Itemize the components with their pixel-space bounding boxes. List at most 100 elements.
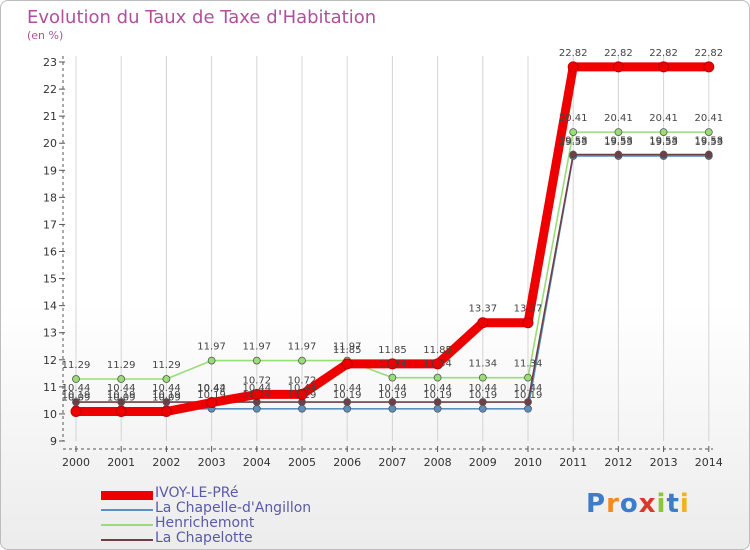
data-point [206,397,218,409]
data-label: 20.41 [694,113,723,124]
data-label: 11.97 [288,342,317,353]
data-point [612,61,624,73]
data-point [388,373,397,382]
data-point [569,128,578,137]
legend-swatch [101,509,153,511]
data-point [614,128,623,137]
data-point [298,404,306,413]
data-point [296,388,308,400]
data-point [659,150,668,159]
data-point [117,375,126,383]
data-label: 13.37 [514,304,543,315]
data-point [433,404,442,413]
data-label: 10.44 [197,383,226,394]
x-tick-label: 2006 [333,456,361,469]
data-point [478,373,487,382]
chart-title: Evolution du Taux de Taxe d'Habitation [27,7,377,28]
chart-subtitle: (en %) [27,29,64,42]
y-tick-label: 19 [43,164,57,177]
logo-letter: P [586,489,607,519]
series-points [70,61,715,417]
x-tick-label: 2014 [695,456,723,469]
axes: 9 10 11 12 13 14 15 16 17 18 19 20 21 22 23 2000 2001 200… [43,56,723,469]
x-tick-label: 2002 [152,456,180,469]
data-point [341,358,353,370]
data-label: 22.82 [559,48,588,59]
data-point [343,404,352,413]
y-tick-label: 22 [43,83,57,96]
data-point [207,356,216,365]
data-label: 10.19 [152,390,181,401]
data-label: 10.44 [62,383,91,394]
data-label: 11.29 [152,360,181,371]
data-point [478,398,487,406]
data-label: 11.85 [423,345,452,356]
data-label: 10.44 [423,383,452,394]
x-tick-label: 2012 [604,456,632,469]
data-label: 19.53 [604,137,633,148]
y-tick-label: 10 [43,408,57,421]
x-tick-label: 2005 [288,456,316,469]
x-tick-label: 2008 [424,456,452,469]
data-label: 11.34 [468,359,497,370]
data-label: 19.58 [694,136,723,147]
data-label: 20.41 [559,113,588,124]
data-label: 13.37 [468,304,497,315]
data-label: 10.09 [152,392,181,403]
y-tick-label: 18 [43,191,57,204]
data-point [433,398,442,406]
legend-label: Henrichemont [155,515,255,531]
data-point [478,404,487,413]
data-point [160,405,172,417]
x-tick-label: 2011 [559,456,587,469]
x-tick-label: 2013 [650,456,678,469]
data-point [298,356,306,365]
data-label: 19.53 [694,137,723,148]
data-point [72,375,80,383]
data-point [522,317,534,329]
data-label: 10.44 [378,383,407,394]
y-tick-label: 23 [43,56,57,69]
data-point [162,375,171,383]
data-label: 19.58 [604,136,633,147]
data-label: 10.19 [62,390,91,401]
data-label: 22.82 [694,48,723,59]
data-label: 11.97 [242,342,271,353]
legend-label: La Chapelle-d'Angillon [155,500,312,516]
logo-letter: x [638,489,657,519]
line-chart: 9 10 11 12 13 14 15 16 17 18 19 20 21 22 23 2000 2001 200… [43,48,723,469]
data-point [477,317,489,329]
data-label: 10.19 [288,390,317,401]
x-tick-label: 2007 [378,456,406,469]
logo-letter: i [656,489,667,519]
data-point [658,61,670,73]
y-tick-label: 20 [43,137,57,150]
data-label: 10.19 [468,390,497,401]
data-labels: 10.09 10.09 10.09 10.42 10.72 10.72 11.85 11.85… [62,48,723,404]
y-tick-label: 9 [50,435,57,448]
data-point [388,398,397,406]
logo-letter: r [606,489,620,519]
logo-letter: i [679,489,690,519]
data-label: 10.44 [107,383,136,394]
data-label: 10.44 [288,383,317,394]
data-point [432,358,444,370]
data-point [162,398,171,406]
data-label: 11.29 [62,360,91,371]
y-tick-label: 14 [43,300,57,313]
logo-letter: t [666,489,680,519]
data-label: 11.34 [378,359,407,370]
x-tick-label: 2004 [243,456,271,469]
data-point [703,61,715,73]
data-point [704,128,713,137]
data-label: 10.19 [423,390,452,401]
proxiti-logo[interactable]: Proxiti [586,489,690,519]
data-label: 11.34 [514,359,543,370]
data-point [343,398,352,406]
data-point [567,61,579,73]
data-point [72,398,80,406]
data-label: 11.97 [333,342,362,353]
data-point [117,398,126,406]
data-point [569,150,578,159]
